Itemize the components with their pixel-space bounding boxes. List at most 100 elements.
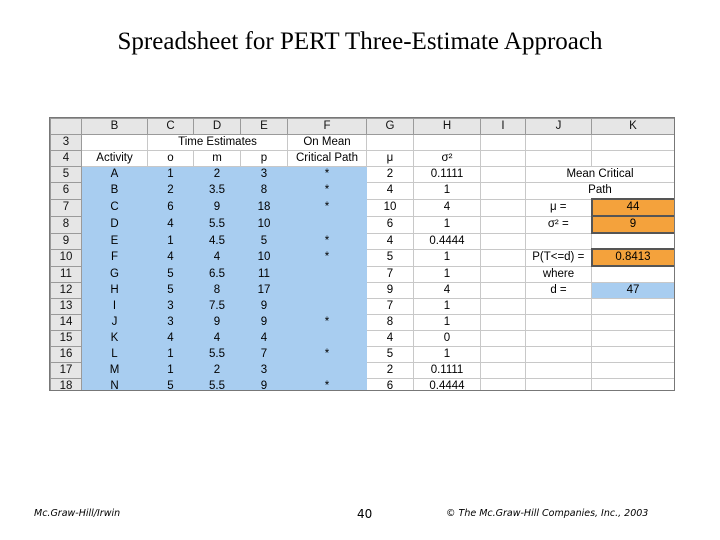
cell[interactable] <box>525 345 592 363</box>
activity-cell[interactable]: D <box>81 215 148 234</box>
cell[interactable] <box>525 313 592 331</box>
m-cell[interactable]: 2 <box>193 361 241 379</box>
o-cell[interactable]: 5 <box>147 281 194 299</box>
critical-path-cell[interactable]: * <box>287 248 367 267</box>
cell[interactable] <box>591 377 674 390</box>
p-cell[interactable]: 11 <box>240 265 288 283</box>
cell[interactable] <box>480 182 526 200</box>
row-header[interactable]: 14 <box>50 313 82 331</box>
activity-cell[interactable]: J <box>81 313 148 331</box>
cell[interactable] <box>525 297 592 315</box>
mu-cell[interactable]: 7 <box>366 265 414 283</box>
cell[interactable] <box>366 134 414 151</box>
cell[interactable] <box>480 232 526 250</box>
col-header-b[interactable]: B <box>81 118 148 135</box>
cell[interactable] <box>525 329 592 347</box>
where-label[interactable]: where <box>525 265 592 283</box>
o-cell[interactable]: 1 <box>147 361 194 379</box>
mu-label[interactable]: μ = <box>525 198 592 217</box>
mu-cell[interactable]: 8 <box>366 313 414 331</box>
activity-cell[interactable]: I <box>81 297 148 315</box>
cell[interactable] <box>480 150 526 167</box>
on-mean-header[interactable]: On Mean <box>287 134 367 151</box>
row-header[interactable]: 15 <box>50 329 82 347</box>
critical-path-cell[interactable]: * <box>287 313 367 331</box>
row-header[interactable]: 10 <box>50 248 82 267</box>
col-header-f[interactable]: F <box>287 118 367 135</box>
cell[interactable] <box>81 134 148 151</box>
p-cell[interactable]: 9 <box>240 377 288 390</box>
cell[interactable] <box>525 150 592 167</box>
activity-cell[interactable]: B <box>81 182 148 200</box>
mu-cell[interactable]: 4 <box>366 329 414 347</box>
activity-cell[interactable]: N <box>81 377 148 390</box>
critical-path-cell[interactable] <box>287 215 367 234</box>
o-cell[interactable]: 1 <box>147 166 194 183</box>
critical-path-cell[interactable]: * <box>287 182 367 200</box>
path-label[interactable]: Path <box>525 182 674 200</box>
sigma-value[interactable]: 9 <box>590 215 674 234</box>
col-header-c[interactable]: C <box>147 118 194 135</box>
m-cell[interactable]: 8 <box>193 281 241 299</box>
p-cell[interactable]: 18 <box>240 198 288 217</box>
cell[interactable] <box>480 345 526 363</box>
cell[interactable] <box>480 329 526 347</box>
cell[interactable] <box>480 134 526 151</box>
time-estimates-header[interactable]: Time Estimates <box>147 134 288 151</box>
cell[interactable] <box>591 150 674 167</box>
row-header[interactable]: 7 <box>50 198 82 217</box>
cell[interactable] <box>480 166 526 183</box>
variance-cell[interactable]: 4 <box>413 198 481 217</box>
mu-cell[interactable]: 5 <box>366 345 414 363</box>
mean-critical-label[interactable]: Mean Critical <box>525 166 674 183</box>
o-cell[interactable]: 1 <box>147 232 194 250</box>
critical-path-header[interactable]: Critical Path <box>287 150 367 167</box>
mu-cell[interactable]: 6 <box>366 215 414 234</box>
mu-value[interactable]: 44 <box>590 198 674 217</box>
cell[interactable] <box>480 265 526 283</box>
o-cell[interactable]: 6 <box>147 198 194 217</box>
cell[interactable] <box>480 215 526 234</box>
cell[interactable] <box>480 313 526 331</box>
col-header-d[interactable]: D <box>193 118 241 135</box>
m-cell[interactable]: 4.5 <box>193 232 241 250</box>
row-header[interactable]: 11 <box>50 265 82 283</box>
variance-cell[interactable]: 0.4444 <box>413 232 481 250</box>
o-cell[interactable]: 3 <box>147 313 194 331</box>
m-header[interactable]: m <box>193 150 241 167</box>
activity-cell[interactable]: K <box>81 329 148 347</box>
row-header[interactable]: 9 <box>50 232 82 250</box>
m-cell[interactable]: 4 <box>193 329 241 347</box>
row-header[interactable]: 3 <box>50 134 82 151</box>
row-header[interactable]: 6 <box>50 182 82 200</box>
activity-header[interactable]: Activity <box>81 150 148 167</box>
p-cell[interactable]: 3 <box>240 166 288 183</box>
p-cell[interactable]: 5 <box>240 232 288 250</box>
cell[interactable] <box>591 297 674 315</box>
col-header-e[interactable]: E <box>240 118 288 135</box>
o-cell[interactable]: 3 <box>147 297 194 315</box>
o-cell[interactable]: 4 <box>147 215 194 234</box>
variance-cell[interactable]: 1 <box>413 345 481 363</box>
critical-path-cell[interactable] <box>287 281 367 299</box>
critical-path-cell[interactable]: * <box>287 198 367 217</box>
variance-cell[interactable]: 1 <box>413 297 481 315</box>
col-header-k[interactable]: K <box>591 118 674 135</box>
variance-cell[interactable]: 0.4444 <box>413 377 481 390</box>
critical-path-cell[interactable] <box>287 297 367 315</box>
o-cell[interactable]: 5 <box>147 377 194 390</box>
m-cell[interactable]: 4 <box>193 248 241 267</box>
m-cell[interactable]: 5.5 <box>193 377 241 390</box>
cell[interactable] <box>591 232 674 250</box>
cell[interactable] <box>525 377 592 390</box>
o-cell[interactable]: 2 <box>147 182 194 200</box>
variance-cell[interactable]: 4 <box>413 281 481 299</box>
activity-cell[interactable]: E <box>81 232 148 250</box>
p-cell[interactable]: 10 <box>240 215 288 234</box>
cell[interactable] <box>480 248 526 267</box>
cell[interactable] <box>525 361 592 379</box>
col-header-g[interactable]: G <box>366 118 414 135</box>
row-header[interactable]: 8 <box>50 215 82 234</box>
critical-path-cell[interactable]: * <box>287 166 367 183</box>
p-cell[interactable]: 3 <box>240 361 288 379</box>
